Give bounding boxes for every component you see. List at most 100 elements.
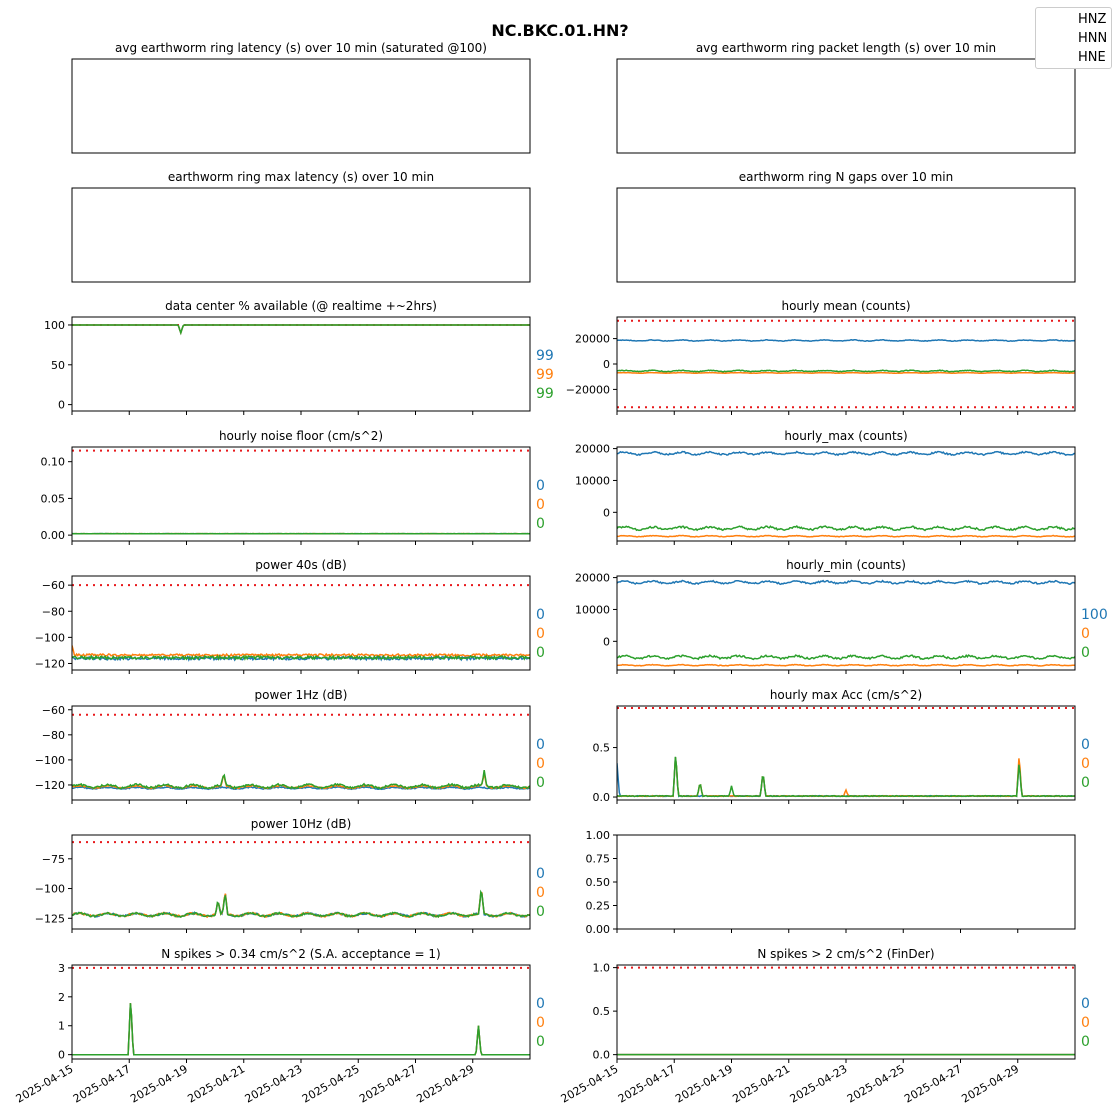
y-tick-label: 2 <box>58 991 65 1004</box>
y-tick-label: −75 <box>42 853 65 866</box>
x-tick-label: 2025-04-15 <box>559 1062 621 1105</box>
axes-frame <box>71 316 531 412</box>
x-tick-label: 2025-04-19 <box>673 1062 735 1105</box>
axes-frame <box>71 187 531 283</box>
panel-title: N spikes > 2 cm/s^2 (FinDer) <box>757 947 934 961</box>
series-hne-line <box>72 1003 530 1056</box>
y-tick-label: 0 <box>58 399 65 412</box>
series-hnn-line <box>72 324 530 336</box>
panel-power-10hz: power 10Hz (dB) −125 −100 −75 0 0 0 <box>35 817 545 933</box>
panel-empty-panel: 0.00 0.25 0.50 0.75 1.00 <box>586 829 1076 936</box>
legend-label-hnz: HNZ <box>1078 12 1107 27</box>
side-value-hne: 0 <box>536 1034 545 1050</box>
x-tick-label: 2025-04-21 <box>185 1062 247 1105</box>
x-tick-label: 2025-04-21 <box>730 1062 792 1105</box>
y-tick-label: 0.5 <box>593 742 611 755</box>
y-tick-label: 0.0 <box>593 791 611 804</box>
x-tick-label: 2025-04-25 <box>845 1062 907 1105</box>
axes-frame <box>616 316 1076 412</box>
panel-title: N spikes > 0.34 cm/s^2 (S.A. acceptance … <box>161 947 440 961</box>
series-hne-line <box>617 756 1075 798</box>
axes-frame <box>616 834 1076 930</box>
panel-title: data center % available (@ realtime +~2h… <box>165 299 437 313</box>
legend-swatch-hne <box>1044 57 1072 59</box>
series-hne-line <box>72 889 530 919</box>
side-value-hne: 99 <box>536 386 554 402</box>
y-tick-label: 20000 <box>575 443 610 456</box>
side-value-hnn: 0 <box>1081 756 1090 772</box>
panel-avg-latency: avg earthworm ring latency (s) over 10 m… <box>71 41 531 154</box>
panel-title: earthworm ring N gaps over 10 min <box>739 170 953 184</box>
x-tick-label: 2025-04-29 <box>414 1062 476 1105</box>
y-tick-label: 10000 <box>575 603 610 616</box>
y-tick-label: −120 <box>35 657 65 670</box>
panel-title: avg earthworm ring latency (s) over 10 m… <box>115 41 487 55</box>
side-value-hne: 0 <box>1081 1034 1090 1050</box>
plot-area <box>72 584 530 662</box>
plot-area <box>617 450 1075 538</box>
y-tick-label: 1.0 <box>593 962 611 975</box>
y-tick-label: −20000 <box>566 383 610 396</box>
series-hnz-line <box>72 324 530 336</box>
panel-title: avg earthworm ring packet length (s) ove… <box>696 41 996 55</box>
panel-title: power 1Hz (dB) <box>255 688 348 702</box>
x-tick-label: 2025-04-23 <box>788 1062 850 1105</box>
side-value-hnn: 0 <box>536 885 545 901</box>
panel-title: power 40s (dB) <box>255 558 346 572</box>
y-tick-label: 20000 <box>575 333 610 346</box>
plot-area <box>72 966 530 1056</box>
figure-title: NC.BKC.01.HN? <box>491 21 628 40</box>
y-tick-label: 0.5 <box>593 1005 611 1018</box>
series-hne-line <box>617 369 1075 373</box>
panel-hourly-max: hourly_max (counts) 0 10000 20000 <box>575 429 1076 545</box>
y-tick-label: 0.75 <box>586 853 611 866</box>
series-hne-line <box>72 324 530 336</box>
side-value-hnz: 100 <box>1081 607 1108 623</box>
side-value-hne: 0 <box>536 775 545 791</box>
plot-area <box>72 323 530 336</box>
x-tick-label: 2025-04-15 <box>14 1062 76 1105</box>
side-value-hnz: 99 <box>536 348 554 364</box>
side-value-hnn: 0 <box>536 497 545 513</box>
y-tick-label: −60 <box>42 579 65 592</box>
side-value-hnz: 0 <box>536 866 545 882</box>
side-value-hnn: 0 <box>1081 1015 1090 1031</box>
side-value-hnn: 99 <box>536 367 554 383</box>
y-tick-label: 20000 <box>575 572 610 585</box>
side-value-hnz: 0 <box>536 607 545 623</box>
y-tick-label: 0 <box>603 358 610 371</box>
plot-area <box>617 579 1075 667</box>
plot-area <box>72 713 530 791</box>
x-tick-label: 2025-04-27 <box>902 1062 964 1105</box>
y-tick-label: −120 <box>35 779 65 792</box>
plot-area <box>617 706 1075 798</box>
x-tick-label: 2025-04-17 <box>71 1062 133 1105</box>
panel-title: hourly mean (counts) <box>781 299 910 313</box>
y-tick-label: 10000 <box>575 474 610 487</box>
axes-frame <box>616 705 1076 801</box>
panel-power-40s: power 40s (dB) −120 −100 −80 −60 0 0 0 <box>35 558 545 674</box>
panel-title: hourly noise floor (cm/s^2) <box>219 429 383 443</box>
y-tick-label: 0.05 <box>41 492 66 505</box>
series-hnn-line <box>72 645 530 658</box>
y-tick-label: 0.00 <box>41 529 66 542</box>
series-hnn-line <box>72 1003 530 1056</box>
panel-n-spikes-finder: N spikes > 2 cm/s^2 (FinDer) 0.0 0.5 1.0 202… <box>559 947 1090 1106</box>
series-hnz-line <box>72 1003 530 1056</box>
y-tick-label: −80 <box>42 729 65 742</box>
side-value-hnz: 0 <box>1081 996 1090 1012</box>
legend-label-hnn: HNN <box>1078 31 1108 46</box>
y-tick-label: −100 <box>35 631 65 644</box>
panel-power-1hz: power 1Hz (dB) −120 −100 −80 −60 0 0 0 <box>35 688 545 804</box>
side-value-hnz: 0 <box>1081 737 1090 753</box>
legend-label-hne: HNE <box>1078 50 1106 65</box>
y-tick-label: 100 <box>44 319 65 332</box>
legend-item-hnn: HNN <box>1036 30 1111 48</box>
y-tick-label: 0 <box>603 506 610 519</box>
series-hnz-line <box>617 338 1075 343</box>
side-value-hnz: 0 <box>536 737 545 753</box>
side-value-hne: 0 <box>1081 645 1090 661</box>
series-hne-line <box>72 769 530 790</box>
